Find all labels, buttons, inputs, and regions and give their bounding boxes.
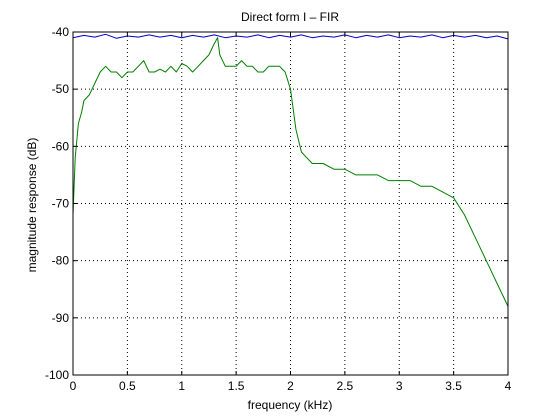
- y-tick-label: -60: [52, 139, 70, 153]
- x-tick-label: 1: [178, 379, 185, 393]
- series-lines: [72, 33, 509, 307]
- chart-title: Direct form I – FIR: [241, 10, 339, 24]
- y-tick-label: -50: [52, 82, 70, 96]
- x-tick-label: 3.5: [445, 379, 462, 393]
- series-line-2: [72, 37, 509, 307]
- x-tick-label: 4: [505, 379, 512, 393]
- y-axis-label: magnitude response (dB): [25, 138, 39, 273]
- y-tick-label: -90: [52, 311, 70, 325]
- x-axis-ticks: 0 0.5 1 1.5 2 2.5 3 3.5 4: [70, 32, 512, 393]
- x-tick-label: 2: [287, 379, 294, 393]
- y-tick-label: -100: [45, 368, 69, 382]
- y-tick-label: -80: [52, 254, 70, 268]
- y-tick-label: -40: [52, 25, 70, 39]
- plot-area: [73, 32, 508, 375]
- x-tick-label: 0: [70, 379, 77, 393]
- x-axis-label: frequency (kHz): [248, 398, 333, 412]
- x-tick-label: 0.5: [119, 379, 136, 393]
- x-tick-label: 1.5: [228, 379, 245, 393]
- y-axis-ticks: -100 -90 -80 -70 -60 -50 -40: [45, 25, 508, 382]
- x-tick-label: 2.5: [337, 379, 354, 393]
- y-tick-label: -70: [52, 197, 70, 211]
- grid-lines: [73, 32, 508, 375]
- x-tick-label: 3: [396, 379, 403, 393]
- series-line-1: [72, 33, 509, 40]
